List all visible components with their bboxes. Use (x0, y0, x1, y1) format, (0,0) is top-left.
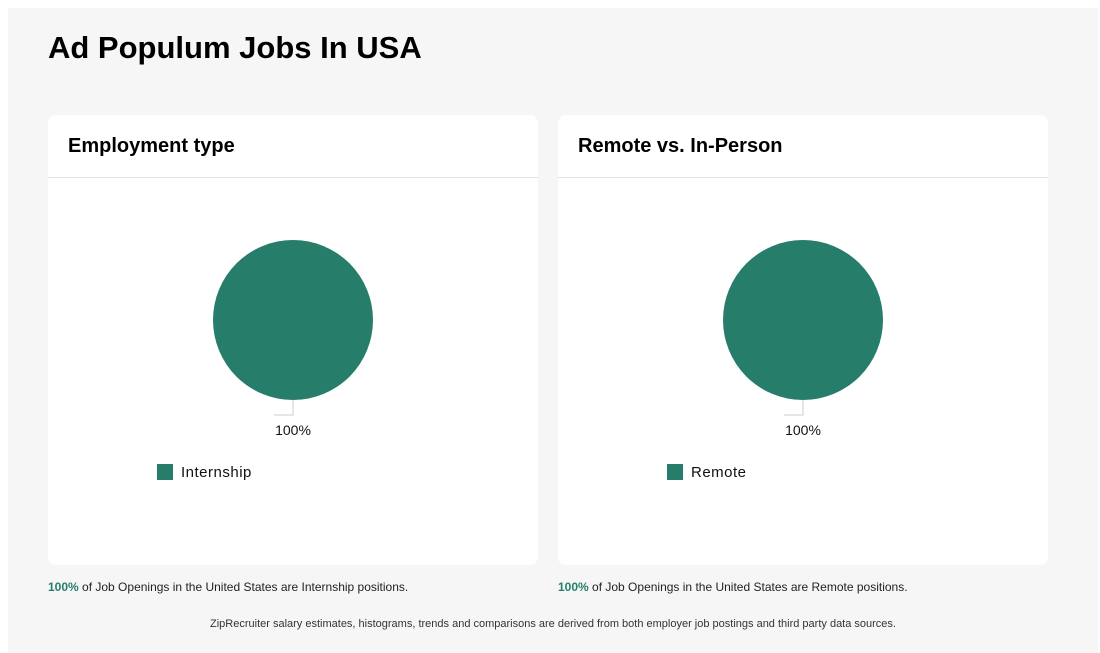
page-panel: Ad Populum Jobs In USA Employment type 1… (8, 8, 1098, 653)
card-title: Employment type (68, 135, 235, 157)
page-title: Ad Populum Jobs In USA (48, 30, 422, 65)
legend-swatch (667, 464, 683, 480)
remote-vs-in-person-pie-chart: 100% Remote (667, 240, 883, 481)
employment-type-pie-chart: 100% Internship (157, 240, 373, 481)
pie-leader-line (784, 400, 804, 416)
pie-slice (213, 240, 373, 400)
card-header: Employment type (48, 115, 538, 178)
employment-type-card: Employment type 100% Internship (48, 115, 538, 565)
caption-text: of Job Openings in the United States are… (78, 580, 409, 594)
employment-type-caption: 100% of Job Openings in the United State… (48, 579, 408, 595)
legend-label: Internship (181, 464, 252, 481)
card-header: Remote vs. In-Person (558, 115, 1048, 178)
pie-slice (723, 240, 883, 400)
card-title: Remote vs. In-Person (578, 135, 783, 157)
pie-data-label: 100% (275, 422, 311, 438)
pie-leader-line (274, 400, 294, 416)
remote-caption: 100% of Job Openings in the United State… (558, 579, 908, 595)
data-source-footnote: ZipRecruiter salary estimates, histogram… (210, 618, 896, 630)
legend-swatch (157, 464, 173, 480)
caption-text: of Job Openings in the United States are… (588, 580, 908, 594)
remote-vs-in-person-card: Remote vs. In-Person 100% Remote (558, 115, 1048, 565)
legend-label: Remote (691, 464, 747, 481)
caption-percent: 100% (558, 580, 589, 594)
caption-percent: 100% (48, 580, 79, 594)
pie-data-label: 100% (785, 422, 821, 438)
